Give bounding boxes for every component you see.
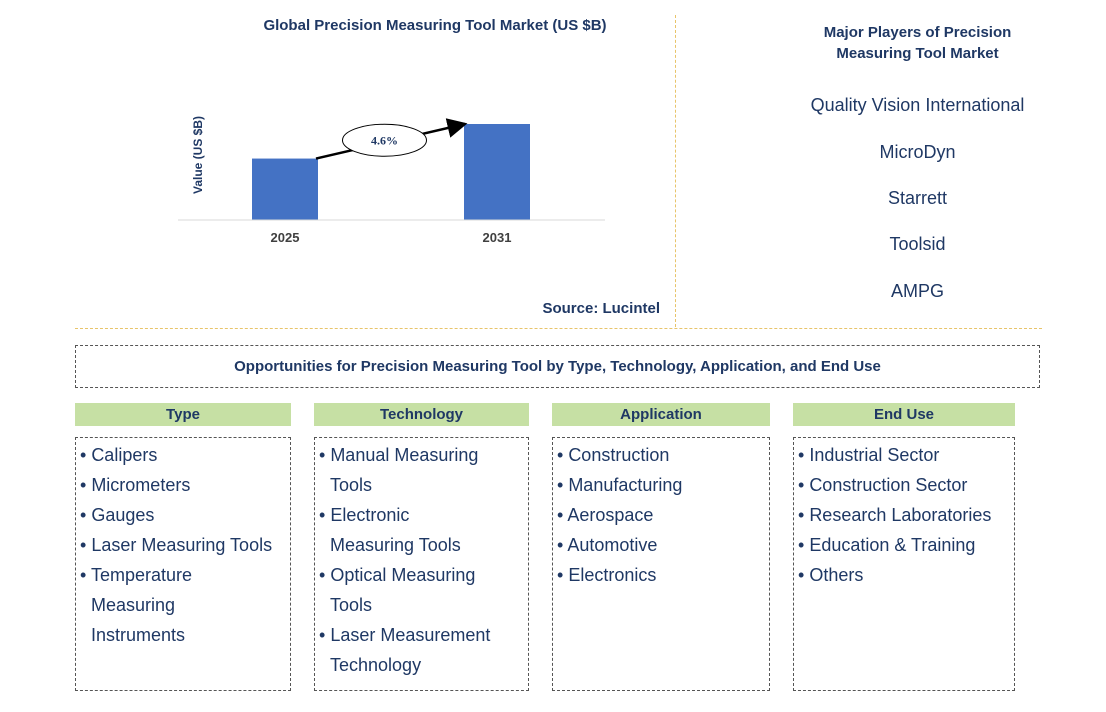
column-list-technology: Manual Measuring Tools Electronic Measur… [314, 437, 529, 691]
x-tick-label: 2031 [483, 230, 512, 245]
list-item: Education & Training [798, 530, 1010, 560]
list-item: Others [798, 560, 1010, 590]
cagr-ellipse [342, 123, 427, 157]
column-header-application: Application [552, 403, 770, 426]
list-item: Aerospace [557, 500, 765, 530]
player-item: Starrett [887, 188, 948, 208]
list-item: Research Laboratories [798, 500, 1010, 530]
list-item: Automotive [557, 530, 765, 560]
column-header-end-use: End Use [793, 403, 1015, 426]
list-item: Industrial Sector [798, 440, 1010, 470]
list-item: Laser Measurement Technology [319, 620, 494, 680]
column-header-technology: Technology [314, 403, 529, 426]
list-item: Electronic Measuring Tools [319, 500, 494, 560]
list-item: Manufacturing [557, 470, 765, 500]
cagr-label: 4.6% [371, 133, 398, 147]
vertical-divider [675, 15, 676, 327]
column-list-type: Calipers Micrometers Gauges Laser Measur… [75, 437, 291, 691]
list-item: Gauges [80, 500, 286, 530]
players-title: Major Players of Precision Measuring Too… [823, 24, 1012, 62]
list-item: Temperature Measuring Instruments [80, 560, 286, 650]
column-list-end-use: Industrial Sector Construction Sector Re… [793, 437, 1015, 691]
column-list-application: Construction Manufacturing Aerospace Aut… [552, 437, 770, 691]
x-tick-label: 2025 [271, 230, 300, 245]
list-item: Manual Measuring Tools [319, 440, 494, 500]
horizontal-divider [75, 328, 1042, 329]
player-item: AMPG [890, 281, 944, 301]
list-item: Calipers [80, 440, 286, 470]
player-item: Quality Vision International [810, 95, 1025, 115]
bar [464, 124, 530, 220]
bar [252, 158, 318, 220]
player-item: Toolsid [889, 234, 946, 254]
source-label: Source: Lucintel [542, 300, 660, 317]
chart-title: Global Precision Measuring Tool Market (… [263, 17, 607, 34]
list-item: Electronics [557, 560, 765, 590]
opportunities-title: Opportunities for Precision Measuring To… [75, 345, 1040, 388]
list-item: Micrometers [80, 470, 286, 500]
list-item: Construction [557, 440, 765, 470]
list-item: Construction Sector [798, 470, 1010, 500]
list-item: Laser Measuring Tools [80, 530, 286, 560]
column-header-type: Type [75, 403, 291, 426]
list-item: Optical Measuring Tools [319, 560, 494, 620]
player-item: MicroDyn [879, 142, 956, 162]
y-axis-label: Value (US $B) [191, 116, 205, 194]
bar-chart: Value (US $B) 2025 2031 4.6% [178, 116, 605, 245]
